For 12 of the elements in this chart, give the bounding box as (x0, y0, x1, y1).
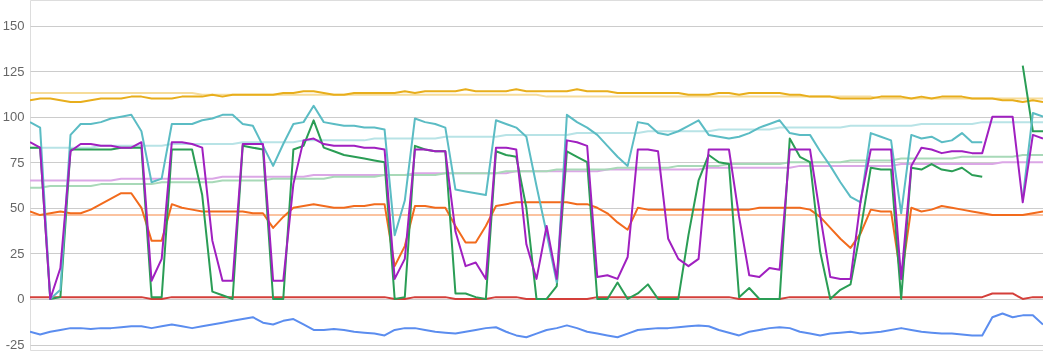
line-series (30, 161, 1043, 182)
y-tick-label: -25 (5, 337, 25, 352)
y-tick-label: 75 (10, 154, 25, 170)
line-series (30, 88, 1043, 104)
y-tick-label: 0 (17, 291, 25, 307)
line-series (30, 312, 1043, 339)
y-tick-label: 50 (10, 200, 25, 216)
y-tick-label: 150 (2, 18, 25, 34)
y-tick-label: 100 (2, 109, 25, 125)
y-tick-label: 25 (10, 245, 25, 261)
line-series (30, 153, 1043, 189)
y-tick-label: 125 (2, 63, 25, 79)
